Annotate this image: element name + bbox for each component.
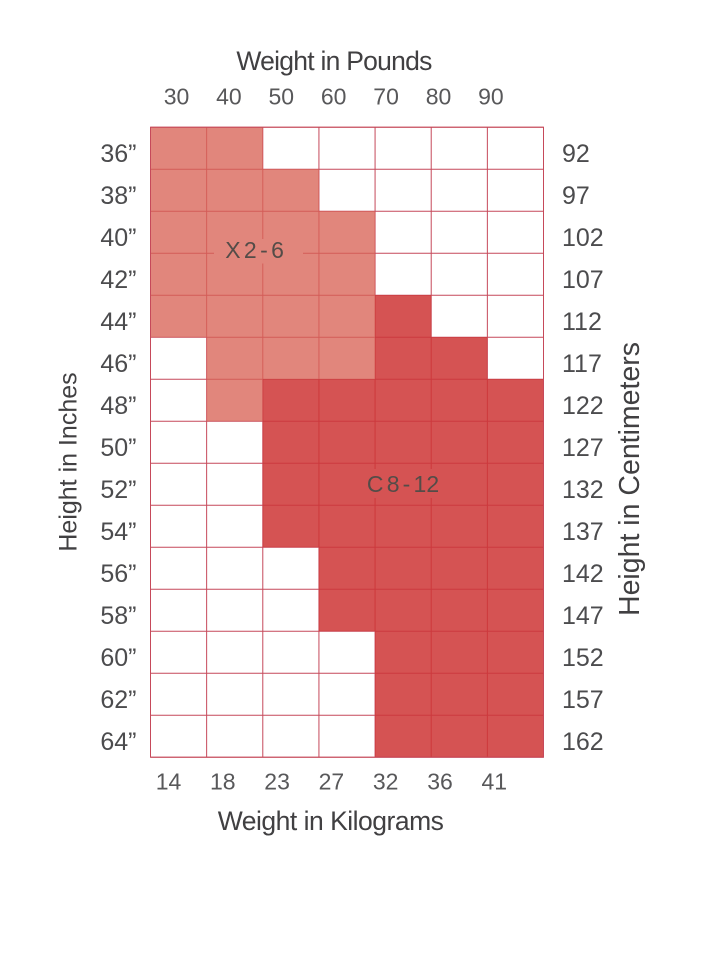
svg-text:92: 92 [562,140,590,168]
svg-text:36”: 36” [100,140,136,168]
svg-text:97: 97 [562,182,590,210]
svg-text:41: 41 [482,768,508,794]
svg-text:64”: 64” [100,728,136,756]
svg-text:58”: 58” [100,602,136,630]
svg-text:46”: 46” [100,350,136,378]
svg-text:40”: 40” [100,224,136,252]
svg-text:54”: 54” [100,518,136,546]
svg-text:50”: 50” [100,434,136,462]
svg-text:50: 50 [269,84,295,110]
svg-text:40: 40 [216,84,242,110]
svg-text:107: 107 [562,266,604,294]
svg-text:Height in Inches: Height in Inches [54,372,82,551]
svg-text:32: 32 [373,768,399,794]
svg-text:52”: 52” [100,476,136,504]
svg-text:Weight in Kilograms: Weight in Kilograms [218,806,444,836]
svg-text:162: 162 [562,728,604,756]
svg-text:122: 122 [562,392,604,420]
svg-text:Height in Centimeters: Height in Centimeters [614,342,646,616]
svg-text:132: 132 [562,476,604,504]
svg-text:44”: 44” [100,308,136,336]
svg-text:90: 90 [478,84,504,110]
svg-text:60”: 60” [100,644,136,672]
svg-text:23: 23 [264,768,290,794]
svg-text:60: 60 [321,84,347,110]
svg-text:62”: 62” [100,686,136,714]
svg-text:157: 157 [562,686,604,714]
svg-text:30: 30 [164,84,190,110]
svg-text:117: 117 [562,350,602,378]
svg-text:152: 152 [562,644,604,672]
svg-text:70: 70 [373,84,399,110]
svg-text:127: 127 [562,434,604,462]
svg-text:27: 27 [319,768,345,794]
svg-text:14: 14 [156,768,182,794]
svg-text:38”: 38” [100,182,136,210]
svg-text:137: 137 [562,518,604,546]
svg-text:48”: 48” [100,392,136,420]
svg-text:102: 102 [562,224,604,252]
svg-text:80: 80 [426,84,452,110]
svg-text:112: 112 [562,308,602,336]
svg-text:36: 36 [427,768,453,794]
svg-text:Weight in Pounds: Weight in Pounds [236,46,432,76]
svg-text:C 8 - 12: C 8 - 12 [367,471,439,497]
svg-text:18: 18 [210,768,236,794]
svg-text:42”: 42” [100,266,136,294]
svg-text:X 2 - 6: X 2 - 6 [225,237,284,263]
svg-text:147: 147 [562,602,604,630]
svg-text:142: 142 [562,560,604,588]
svg-text:56”: 56” [100,560,136,588]
